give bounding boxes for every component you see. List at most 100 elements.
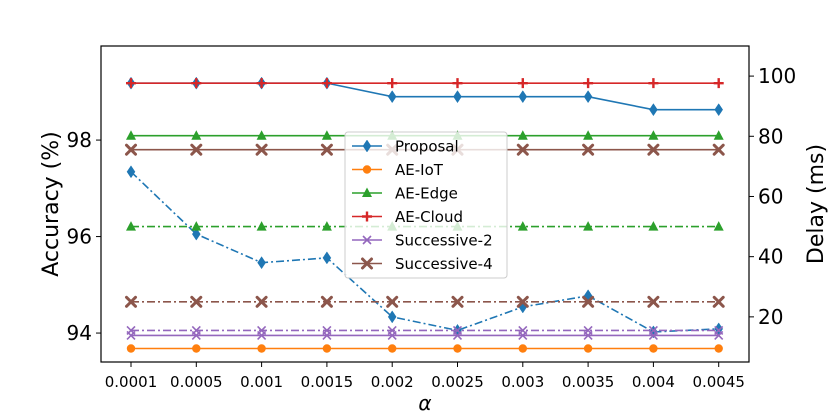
point-successive-2-7	[583, 330, 593, 341]
x-axis-title: α	[418, 391, 431, 415]
point-successive-4-8	[647, 143, 660, 156]
point-successive-4-delay-0	[125, 295, 137, 308]
point-ae-edge-2	[256, 130, 267, 140]
point-proposal-delay-0	[126, 165, 136, 179]
point-proposal-5	[453, 90, 462, 104]
legend-item-ae-iot: AE-IoT	[352, 161, 444, 179]
legend-marker-ae-cloud	[362, 211, 372, 222]
point-successive-2-8	[648, 330, 658, 341]
series-successive-2	[126, 330, 724, 341]
legend-label-successive-4: Successive-4	[395, 255, 493, 273]
legend: Proposal AE-IoT AE-Edge AE-Cloud Successive-…	[344, 131, 508, 279]
point-ae-cloud-9	[713, 78, 724, 89]
point-proposal-6	[518, 90, 528, 104]
point-proposal-delay-3	[322, 251, 332, 265]
axis-layer: 0.0001 0.0005 0.001 0.0015 0.002 0.0025 0.003 0…	[67, 64, 797, 391]
point-ae-edge-7	[583, 130, 594, 140]
point-successive-4-delay-7	[582, 295, 595, 308]
legend-items: Proposal AE-IoT AE-Edge AE-Cloud Successive-…	[352, 138, 493, 273]
point-ae-iot-5	[453, 344, 462, 353]
x-tick-label-2: 0.001	[240, 373, 283, 391]
x-tick-label-6: 0.003	[501, 373, 544, 391]
point-ae-iot-3	[322, 344, 332, 353]
point-ae-edge-3	[321, 130, 332, 140]
legend-box	[344, 131, 508, 279]
point-successive-4-delay-1	[190, 295, 203, 308]
point-ae-iot-0	[126, 344, 136, 353]
point-ae-edge-8	[648, 130, 659, 140]
x-tick-label-5: 0.0025	[431, 373, 484, 391]
point-ae-cloud-1	[191, 78, 202, 89]
point-successive-2-6	[518, 330, 528, 341]
x-tick-label-1: 0.0005	[170, 373, 223, 391]
point-ae-edge-9	[713, 130, 724, 140]
point-ae-iot-8	[649, 344, 658, 353]
point-successive-4-delay-8	[647, 295, 660, 308]
point-successive-4-0	[125, 143, 137, 156]
x-tick-label-9: 0.0045	[692, 373, 745, 391]
point-ae-cloud-3	[321, 78, 332, 89]
point-successive-4-7	[582, 143, 595, 156]
point-proposal-delay-2	[257, 256, 266, 270]
x-tick-label-8: 0.004	[632, 373, 675, 391]
point-proposal-9	[714, 103, 724, 117]
point-successive-2-0	[126, 330, 136, 341]
legend-marker-ae-edge	[362, 187, 372, 197]
x-tick-label-0: 0.0001	[105, 373, 158, 391]
legend-marker-ae-iot	[362, 165, 372, 174]
y-right-tick-label-0: 20	[758, 305, 783, 329]
point-successive-2-1	[191, 330, 201, 341]
legend-label-proposal: Proposal	[395, 138, 459, 156]
legend-item-successive-2: Successive-2	[352, 232, 493, 250]
point-ae-edge-delay-0	[126, 221, 136, 231]
point-ae-iot-9	[714, 344, 723, 353]
point-ae-edge-0	[126, 130, 136, 140]
point-successive-4-9	[712, 143, 725, 156]
point-successive-4-delay-3	[320, 295, 333, 308]
y-right-tick-label-4: 100	[758, 64, 796, 88]
y-axis-left-title: Accuracy (%)	[39, 131, 64, 277]
point-ae-iot-1	[192, 344, 201, 353]
point-ae-iot-2	[257, 344, 266, 353]
series-line-proposal	[131, 82, 719, 111]
legend-label-ae-cloud: AE-Cloud	[395, 208, 463, 226]
point-ae-edge-delay-1	[191, 221, 202, 231]
point-ae-iot-7	[583, 344, 593, 353]
legend-item-successive-4: Successive-4	[352, 255, 493, 273]
point-ae-edge-6	[517, 130, 528, 140]
point-ae-cloud-5	[452, 78, 463, 89]
point-ae-iot-6	[518, 344, 527, 353]
point-successive-4-delay-5	[451, 295, 464, 308]
x-tick-label-4: 0.002	[371, 373, 414, 391]
point-ae-edge-1	[191, 130, 202, 140]
point-ae-edge-delay-6	[517, 221, 528, 231]
y-axis-right-title: Delay (ms)	[804, 144, 829, 264]
y-left-tick-label-1: 96	[67, 225, 92, 249]
point-successive-4-3	[320, 143, 333, 156]
x-tick-label-7: 0.0035	[562, 373, 615, 391]
point-successive-4-6	[516, 143, 529, 156]
point-successive-2-2	[257, 330, 267, 341]
point-successive-4-2	[255, 143, 268, 156]
point-proposal-4	[387, 90, 397, 104]
legend-label-successive-2: Successive-2	[395, 232, 493, 250]
y-left-tick-label-2: 98	[67, 128, 92, 152]
point-ae-edge-delay-9	[713, 221, 724, 231]
point-proposal-7	[583, 90, 593, 104]
point-proposal-delay-1	[191, 227, 201, 241]
legend-item-proposal: Proposal	[352, 138, 459, 156]
point-successive-4-1	[190, 143, 203, 156]
point-ae-edge-delay-3	[321, 221, 332, 231]
point-ae-edge-delay-7	[583, 221, 594, 231]
legend-item-ae-cloud: AE-Cloud	[352, 208, 463, 226]
x-tick-label-3: 0.0015	[301, 373, 354, 391]
series-line-proposal-delay	[130, 171, 719, 333]
point-successive-2-4	[387, 330, 397, 341]
legend-item-ae-edge: AE-Edge	[352, 185, 458, 203]
series-successive-4-delay	[125, 295, 725, 308]
y-left-tick-label-0: 94	[67, 321, 92, 345]
point-ae-cloud-4	[387, 78, 398, 89]
series-ae-iot	[126, 344, 723, 353]
legend-marker-successive-2	[362, 235, 372, 245]
